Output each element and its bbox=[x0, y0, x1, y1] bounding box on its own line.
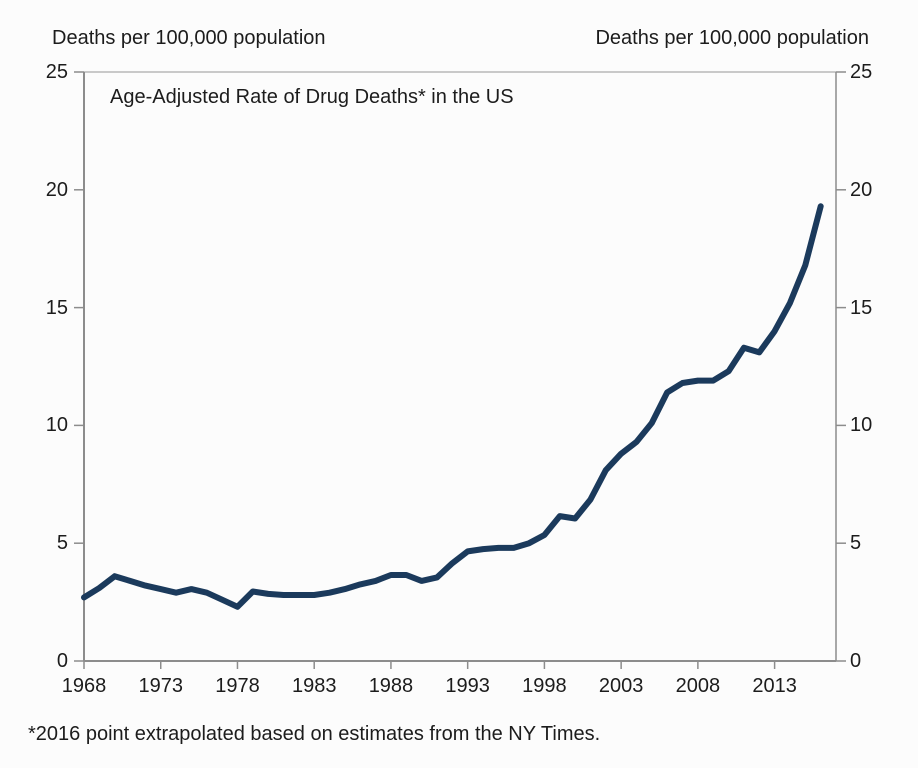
x-axis-tick-label: 1998 bbox=[522, 675, 567, 697]
x-axis-tick-label: 1993 bbox=[445, 675, 490, 697]
y-axis-tick-label-right: 25 bbox=[850, 61, 873, 83]
y-axis-tick-label-left: 20 bbox=[45, 178, 68, 201]
x-axis-tick-label: 1988 bbox=[368, 675, 414, 697]
right-axis-title: Deaths per 100,000 population bbox=[595, 27, 869, 49]
y-axis-tick-label-left: 10 bbox=[45, 414, 68, 437]
x-axis-tick-label: 1983 bbox=[291, 675, 337, 697]
y-axis-tick-label-right: 20 bbox=[850, 178, 873, 201]
y-axis-tick-label-right: 0 bbox=[850, 650, 862, 672]
left-axis-title: Deaths per 100,000 population bbox=[52, 27, 326, 49]
y-axis-tick-label-left: 25 bbox=[45, 61, 68, 83]
y-axis-tick-label-left: 15 bbox=[45, 296, 68, 319]
footnote: *2016 point extrapolated based on estima… bbox=[28, 723, 601, 745]
y-axis-tick-label-right: 10 bbox=[850, 414, 873, 437]
x-axis-tick-label: 2013 bbox=[752, 675, 797, 697]
plot-frame bbox=[83, 71, 837, 662]
y-axis-tick-label-right: 5 bbox=[850, 532, 862, 555]
x-axis-tick-label: 1978 bbox=[215, 675, 260, 697]
drug-deaths-line-series bbox=[81, 203, 824, 610]
x-axis-tick-label: 1973 bbox=[138, 675, 183, 697]
y-axis-tick-label-right: 15 bbox=[850, 296, 873, 319]
chart-title: Age-Adjusted Rate of Drug Deaths* in the… bbox=[110, 86, 514, 108]
axis-ticks bbox=[74, 71, 846, 669]
y-axis-tick-label-left: 0 bbox=[56, 650, 68, 672]
y-axis-tick-label-left: 5 bbox=[56, 532, 68, 555]
x-axis-tick-label: 1968 bbox=[61, 675, 107, 697]
x-axis-tick-label: 2008 bbox=[675, 675, 721, 697]
x-axis-tick-label: 2003 bbox=[598, 675, 644, 697]
